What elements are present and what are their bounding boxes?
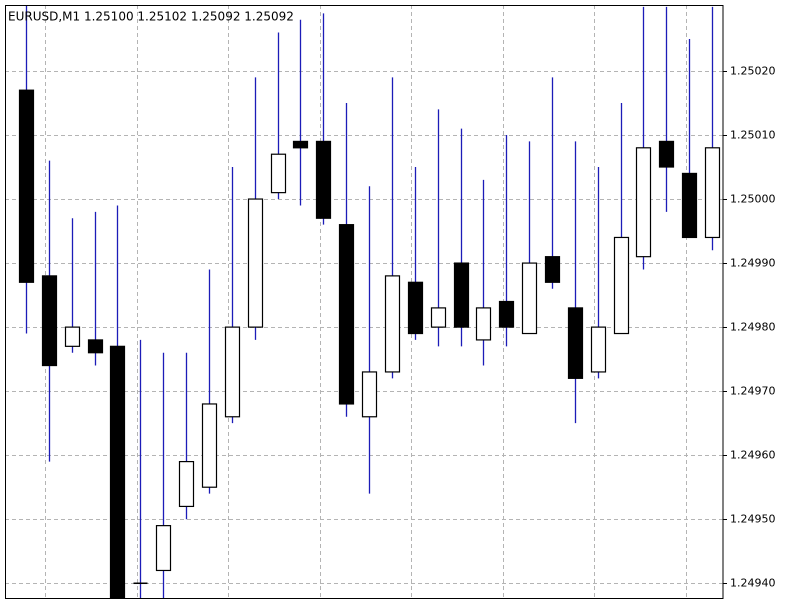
candle-body [475,307,492,341]
candle-body [109,345,126,598]
candle-body [613,236,630,335]
candle-body [521,262,538,335]
candle-body [41,275,58,367]
candle-body [315,140,332,219]
candle-body [201,403,218,488]
candle-body [658,140,675,168]
candle-body [338,224,355,405]
candles [18,5,721,598]
y-tick-label: 1.24940 [730,577,776,590]
candle-body [224,326,241,418]
candle-body [681,172,698,239]
plot-frame [5,5,724,599]
candle-body [64,326,81,347]
candle-body [292,140,309,149]
y-tick-label: 1.24970 [730,385,776,398]
y-tick-label: 1.24980 [730,321,776,334]
candle-body [270,153,287,194]
candle-body [635,147,652,258]
chart-title: EURUSD,M1 1.25100 1.25102 1.25092 1.2509… [8,10,294,24]
y-tick-label: 1.24950 [730,513,776,526]
y-tick-label: 1.24960 [730,449,776,462]
y-tick-label: 1.25000 [730,193,776,206]
grid [5,5,723,598]
candle-body [361,371,378,418]
y-tick-label: 1.24990 [730,257,776,270]
candle-body [407,281,424,335]
candle-body [430,307,447,328]
candle-body [384,275,401,373]
candle-body [87,339,104,354]
y-tick-label: 1.25020 [730,65,776,78]
y-tick-label: 1.25010 [730,129,776,142]
candle-body [155,525,172,572]
candle-body [453,262,470,328]
candle-body [247,198,264,328]
candle-body [18,89,35,283]
candle-body [498,300,515,328]
candle-body [590,326,607,373]
candle-body [544,256,561,283]
candle-body [567,307,584,379]
candle-body [704,147,721,239]
candle-body [178,460,195,508]
